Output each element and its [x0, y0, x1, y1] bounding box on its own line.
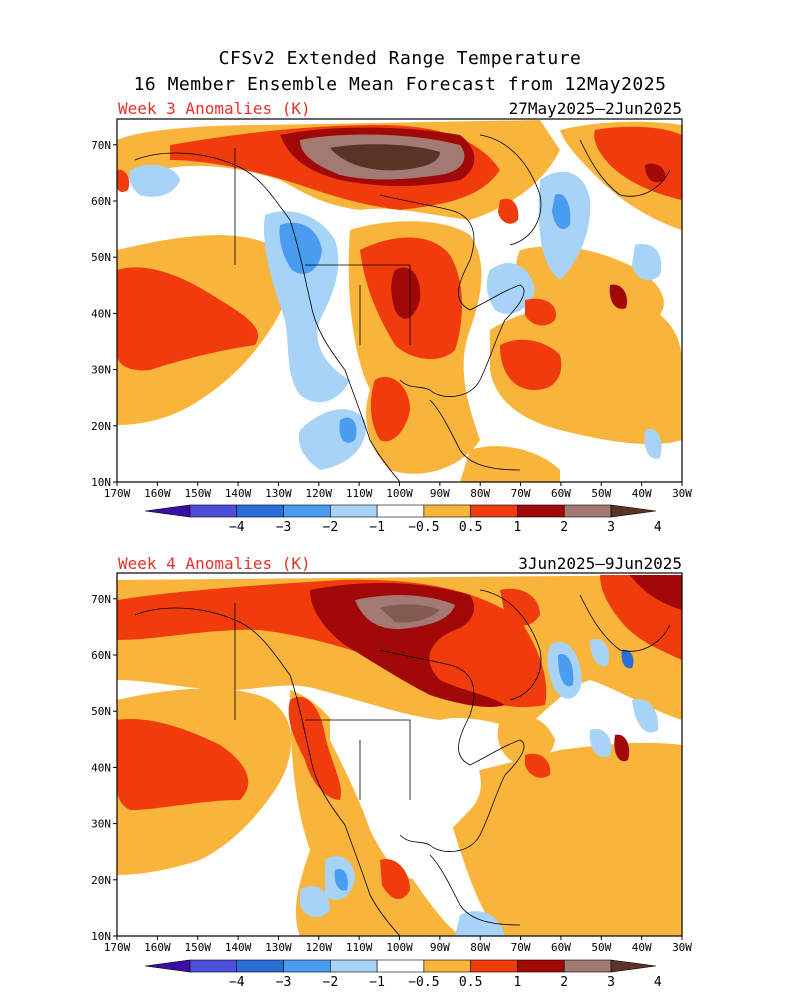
colorbar-tick-label: 2 [560, 975, 568, 990]
lat-tick-label: 50N [91, 705, 111, 718]
lon-tick-label: 170W [104, 941, 131, 954]
lon-tick-label: 80W [470, 941, 490, 954]
lat-tick-label: 10N [91, 476, 111, 489]
title-line-2: 16 Member Ensemble Mean Forecast from 12… [133, 74, 667, 95]
colorbar-tick-label: 1 [514, 975, 522, 990]
lat-tick-label: 70N [91, 593, 111, 606]
lon-tick-label: 70W [511, 487, 531, 500]
lat-tick-label: 50N [91, 251, 111, 264]
lon-tick-label: 90W [430, 487, 450, 500]
lon-tick-label: 120W [306, 941, 333, 954]
colorbar-tick-label: 2 [560, 520, 568, 535]
lon-tick-label: 130W [265, 487, 292, 500]
colorbar-tick-label: 3 [607, 975, 615, 990]
week4-date-range: 3Jun2025–9Jun2025 [518, 554, 682, 573]
colorbar-tick-label: −3 [276, 975, 292, 990]
lon-tick-label: 120W [306, 487, 333, 500]
lon-tick-label: 50W [591, 487, 611, 500]
lat-tick-label: 30N [91, 364, 111, 377]
colorbar-segment [376, 959, 425, 973]
lon-tick-label: 150W [184, 941, 211, 954]
lon-tick-label: 160W [144, 941, 171, 954]
week3-anomaly-field [117, 120, 682, 482]
colorbar-tick-label: −3 [276, 520, 292, 535]
lon-tick-label: 130W [265, 941, 292, 954]
colorbar-tick-label: 0.5 [459, 520, 482, 535]
lon-tick-label: 160W [144, 487, 171, 500]
lat-tick-label: 30N [91, 818, 111, 831]
week3-panel-label: Week 3 Anomalies (K) [118, 99, 311, 118]
week4-colorbar: −4 −3 −2 −1 −0.5 0.5 1 2 3 4 [144, 959, 662, 990]
colorbar-segment [236, 959, 284, 973]
week3-coastlines [134, 134, 671, 482]
colorbar-tick-label: −2 [323, 975, 339, 990]
colorbar-tick-label: −1 [369, 975, 385, 990]
colorbar-segment [144, 959, 191, 973]
lat-tick-label: 20N [91, 420, 111, 433]
colorbar-segment [470, 959, 518, 973]
lat-tick-label: 10N [91, 930, 111, 943]
colorbar-tick-label: 1 [514, 520, 522, 535]
colorbar-tick-label: −4 [229, 975, 245, 990]
colorbar-tick-label: 4 [654, 975, 662, 990]
lon-tick-label: 140W [225, 487, 252, 500]
title-line-1: CFSv2 Extended Range Temperature [218, 48, 582, 69]
colorbar-segment [563, 959, 612, 973]
lon-tick-label: 110W [346, 487, 373, 500]
colorbar-segment [423, 959, 471, 973]
lon-tick-label: 30W [672, 941, 692, 954]
lon-tick-label: 40W [632, 487, 652, 500]
lon-tick-label: 110W [346, 941, 373, 954]
lat-tick-label: 20N [91, 874, 111, 887]
lon-tick-label: 60W [551, 487, 571, 500]
lon-tick-label: 150W [184, 487, 211, 500]
week3-colorbar: −4 −3 −2 −1 −0.5 0.5 1 2 3 4 [144, 504, 662, 535]
lon-tick-label: 60W [551, 941, 571, 954]
week4-anomaly-field [117, 575, 682, 936]
colorbar-tick-label: −0.5 [408, 520, 439, 535]
lon-tick-label: 50W [591, 941, 611, 954]
lon-tick-label: 80W [470, 487, 490, 500]
lon-tick-label: 170W [104, 487, 131, 500]
colorbar-tick-label: 3 [607, 520, 615, 535]
colorbar-tick-label: −0.5 [408, 975, 439, 990]
lat-tick-label: 40N [91, 761, 111, 774]
colorbar-tick-label: 0.5 [459, 975, 482, 990]
lon-tick-label: 40W [632, 941, 652, 954]
colorbar-segment [610, 504, 657, 518]
colorbar-tick-label: −4 [229, 520, 245, 535]
colorbar-tick-label: −1 [369, 520, 385, 535]
lat-tick-label: 70N [91, 139, 111, 152]
lon-tick-label: 70W [511, 941, 531, 954]
lon-tick-label: 100W [386, 941, 413, 954]
lat-tick-label: 40N [91, 307, 111, 320]
colorbar-segment [189, 959, 238, 973]
colorbar-segment [610, 959, 657, 973]
colorbar-segment [517, 959, 565, 973]
lat-tick-label: 60N [91, 649, 111, 662]
colorbar-tick-label: −2 [323, 520, 339, 535]
lon-tick-label: 90W [430, 941, 450, 954]
week4-coastlines [134, 589, 671, 936]
lon-tick-label: 30W [672, 487, 692, 500]
week3-date-range: 27May2025–2Jun2025 [508, 99, 682, 118]
lon-tick-label: 100W [386, 487, 413, 500]
week4-panel-label: Week 4 Anomalies (K) [118, 554, 311, 573]
colorbar-tick-label: 4 [654, 520, 662, 535]
lon-tick-label: 140W [225, 941, 252, 954]
lat-tick-label: 60N [91, 195, 111, 208]
colorbar-segment [330, 959, 378, 973]
colorbar-segment [283, 959, 331, 973]
